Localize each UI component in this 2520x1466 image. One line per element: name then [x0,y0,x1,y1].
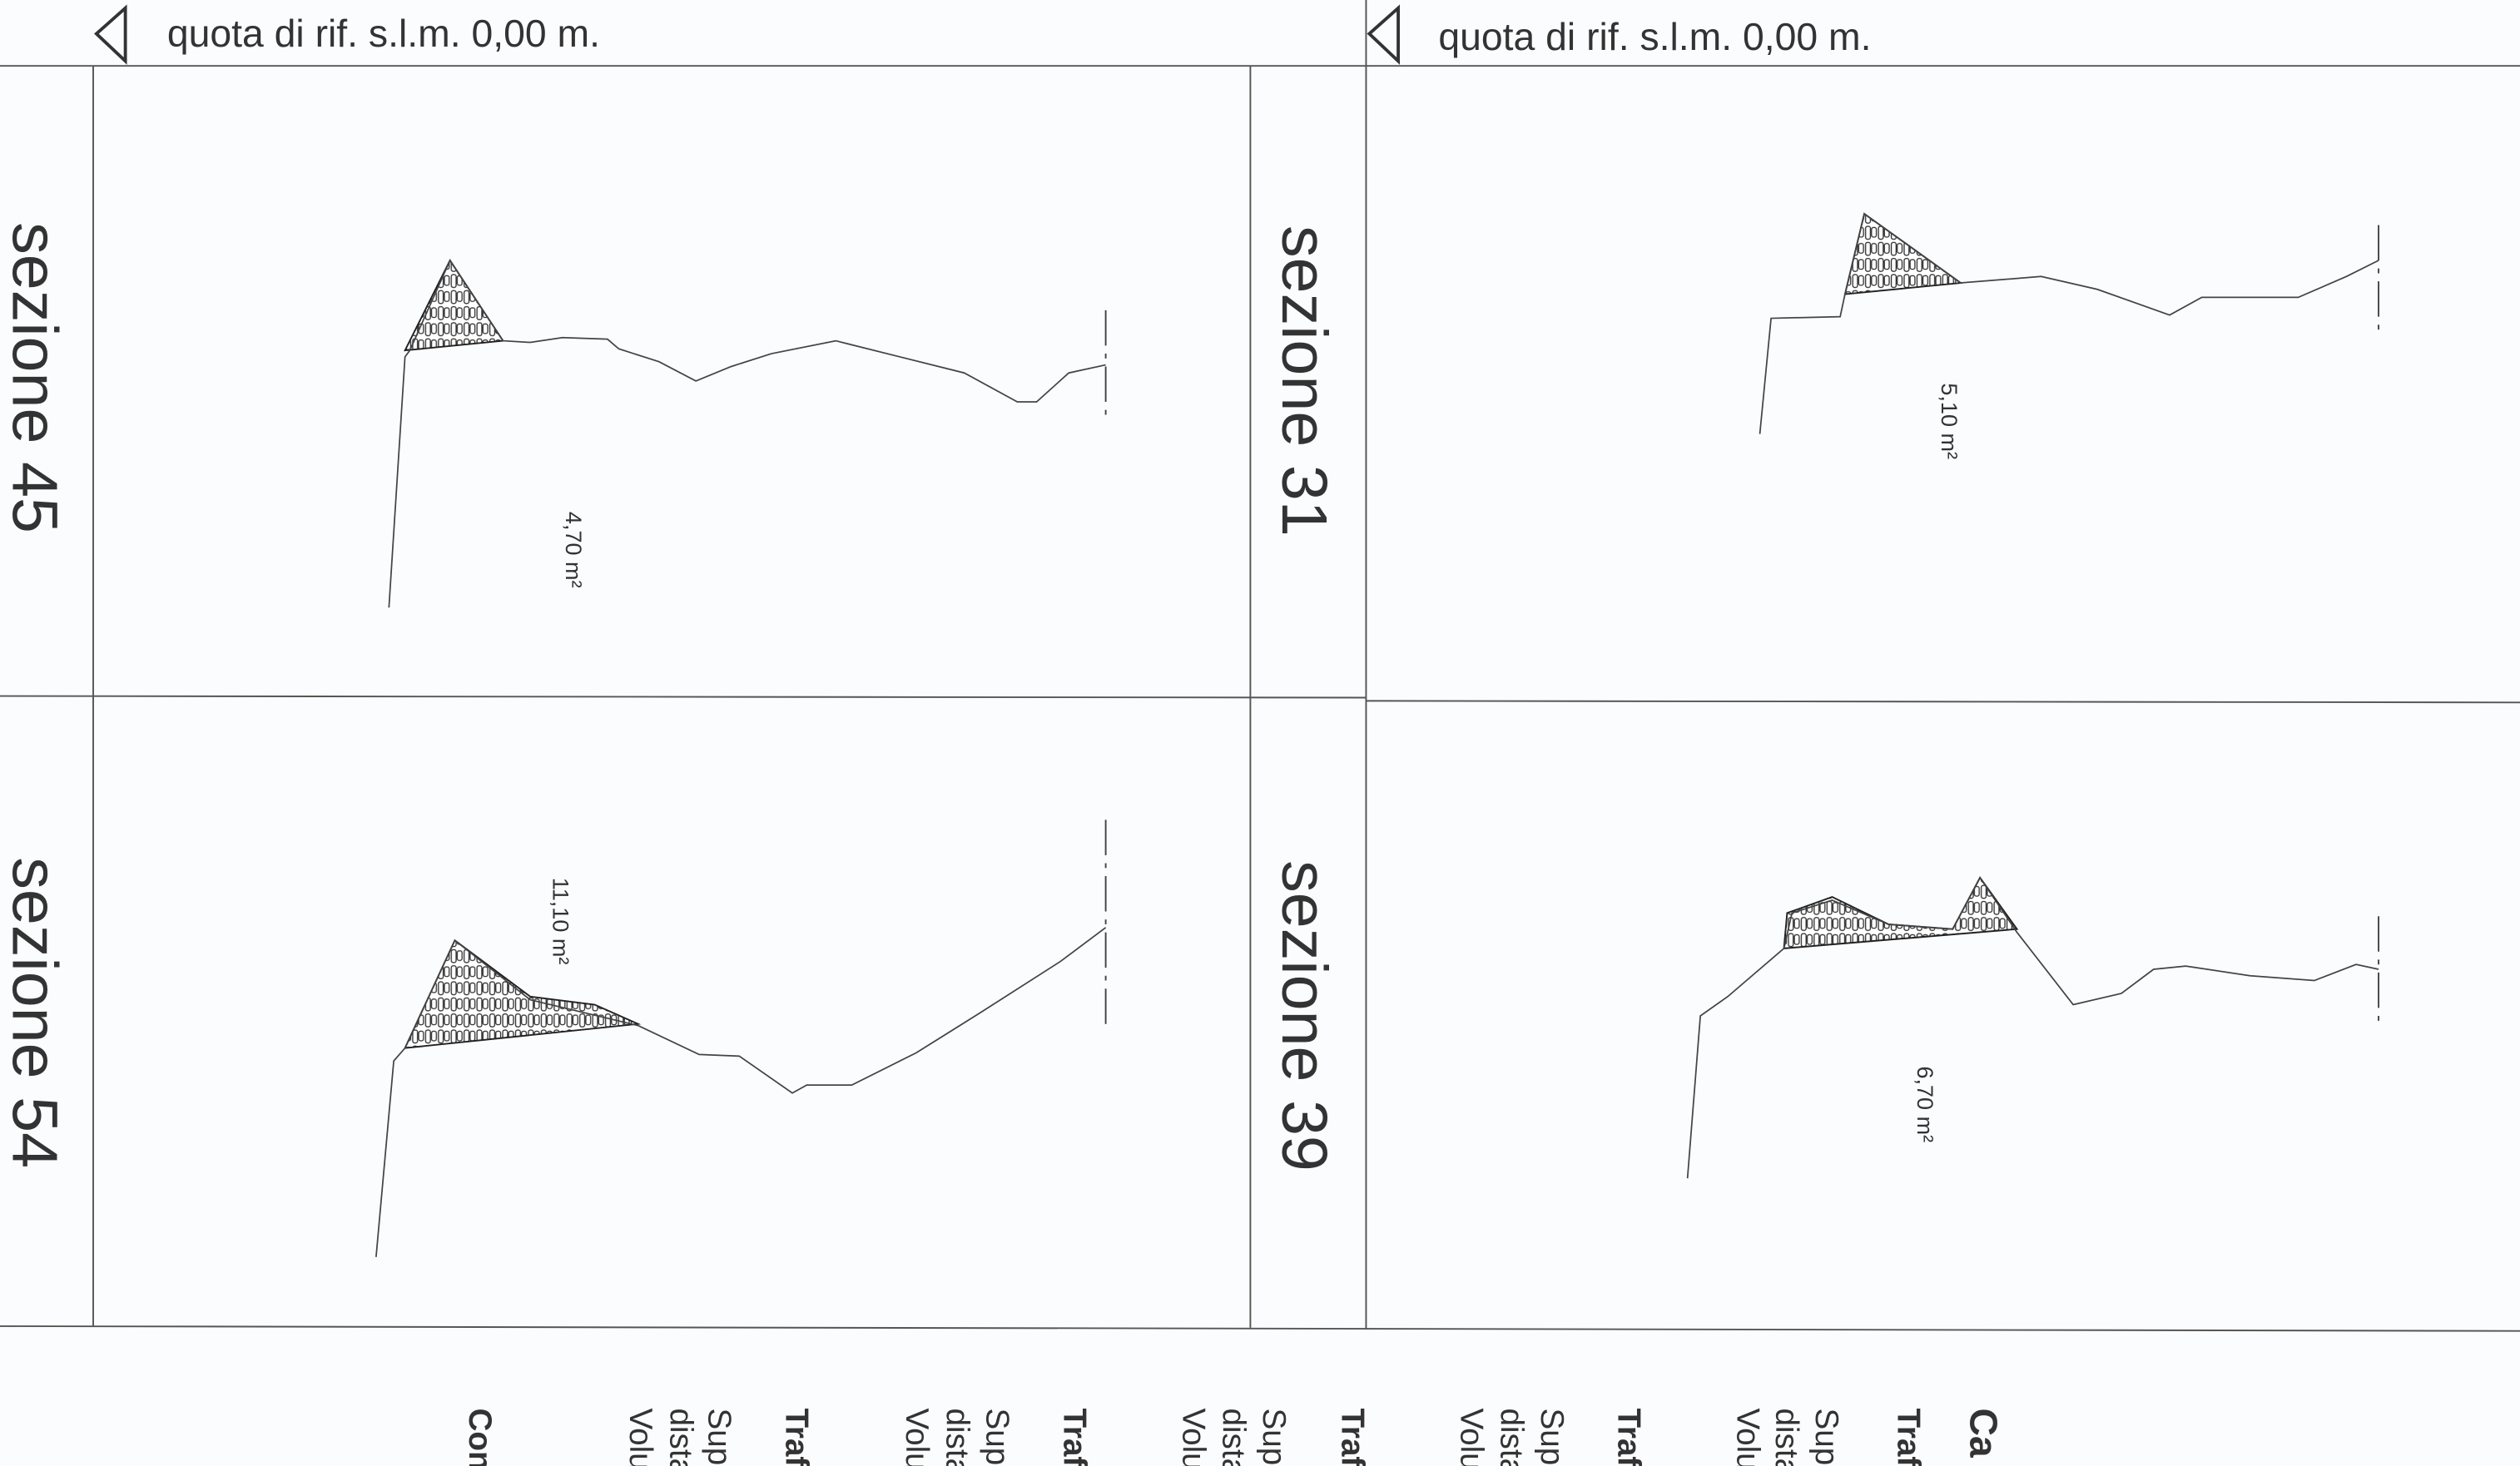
footer-text: Volu [1453,1408,1489,1466]
section-label: sezione 45 [0,222,70,533]
section-label: sezione 31 [1268,225,1340,537]
profile-section-45 [388,259,1107,608]
area-label: 6,70 m² [1912,1066,1937,1142]
profile-section-31 [1759,212,2380,434]
reference-level: quota di rif. s.l.m. 0,00 m. [1438,15,1871,58]
footer-text: Sup [702,1408,737,1465]
footer-text: Con [462,1408,498,1466]
footer-text: Volu [623,1408,658,1466]
footer-text: Traf [1891,1408,1927,1466]
footer-text: dista [1494,1408,1530,1466]
footer-text: Sup [1534,1408,1570,1465]
footer-text: dista [1768,1408,1804,1466]
footer-table: Con Sup dista Volu Traf Sup dista Volu T… [462,1408,2006,1466]
area-label: 5,10 m² [1937,383,1962,459]
footer-text: dista [939,1408,975,1466]
frame [0,0,2520,1332]
footer-text: Traf [1611,1408,1647,1466]
profile-section-54 [375,820,1107,1257]
footer-text: Traf [1056,1408,1092,1466]
footer-text: Traf [1334,1408,1370,1466]
footer-text: dista [662,1408,698,1466]
footer-text: Sup [1808,1408,1844,1465]
footer-text: Sup [980,1408,1015,1465]
footer-text: Volu [1175,1408,1211,1466]
footer-text: Ca [1962,1408,2006,1458]
reference-level: quota di rif. s.l.m. 0,00 m. [167,12,600,55]
area-label: 11,10 m² [548,878,573,965]
footer-text: Sup [1256,1408,1292,1465]
footer-text: dista [1216,1408,1252,1466]
profile-section-39 [1686,876,2380,1179]
section-label: sezione 54 [0,857,70,1168]
footer-text: Volu [899,1408,935,1466]
section-label: sezione 39 [1268,860,1340,1171]
area-label: 4,70 m² [561,512,586,588]
footer-text: Traf [778,1408,814,1466]
footer-text: Volu [1730,1408,1766,1466]
